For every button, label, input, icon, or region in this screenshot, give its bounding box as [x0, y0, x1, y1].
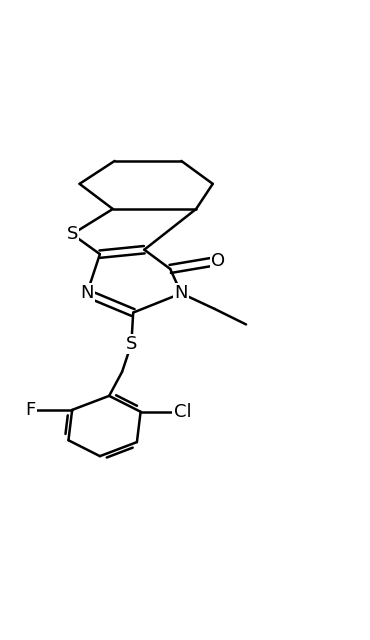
Text: S: S [67, 225, 78, 243]
Text: Cl: Cl [174, 403, 192, 420]
Text: N: N [175, 284, 188, 302]
Text: O: O [211, 252, 225, 270]
Text: N: N [80, 284, 94, 302]
Text: S: S [126, 335, 137, 353]
Text: F: F [25, 401, 35, 419]
